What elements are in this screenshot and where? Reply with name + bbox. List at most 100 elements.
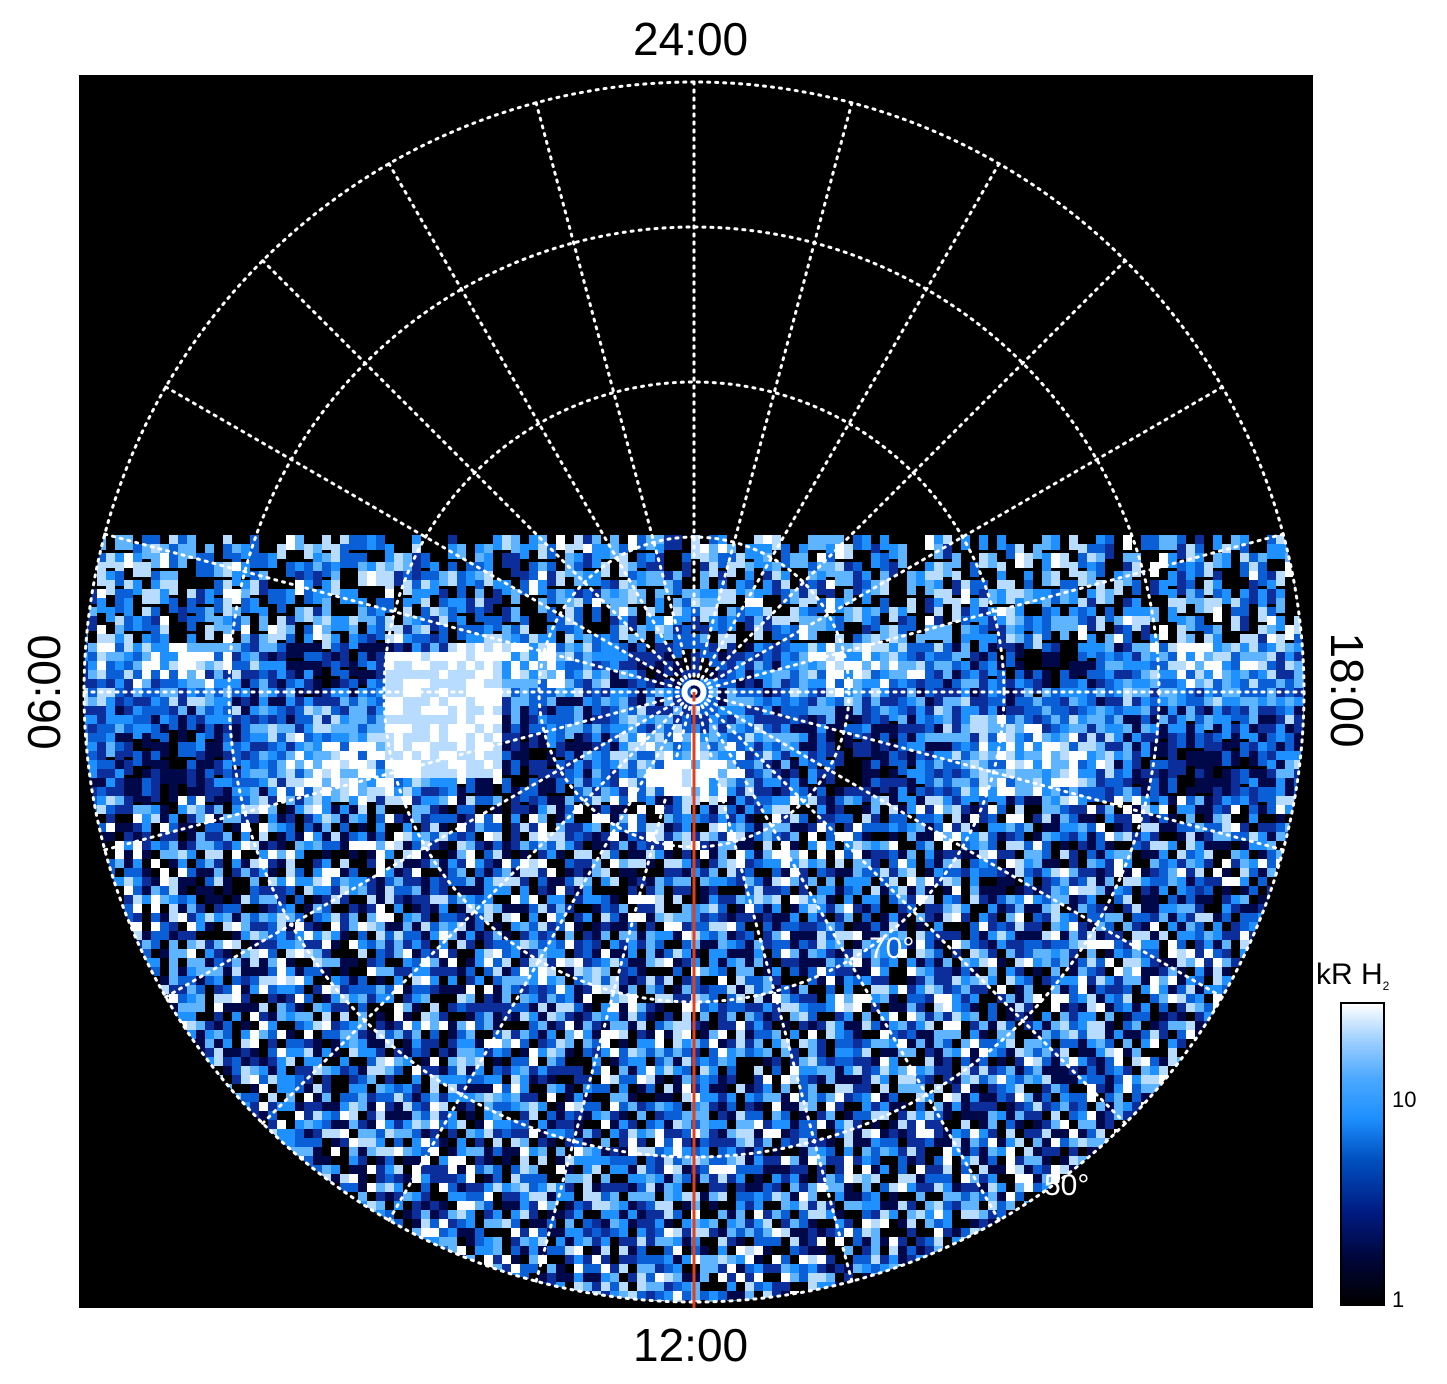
emission-cell — [1069, 769, 1078, 784]
emission-cell — [655, 625, 664, 640]
emission-cell — [817, 580, 826, 595]
emission-cell — [970, 679, 979, 694]
emission-cell — [511, 670, 520, 685]
emission-cell — [1060, 742, 1069, 757]
emission-cell — [403, 697, 412, 712]
emission-cell — [1249, 805, 1258, 814]
emission-cell — [1312, 562, 1313, 577]
emission-cell — [511, 922, 520, 931]
emission-cell — [637, 697, 646, 712]
emission-cell — [376, 832, 385, 841]
emission-cell — [844, 931, 853, 940]
emission-cell — [745, 580, 754, 595]
emission-cell — [430, 652, 439, 667]
emission-cell — [475, 625, 484, 640]
emission-cell — [808, 670, 817, 685]
emission-cell — [304, 904, 313, 913]
emission-cell — [223, 652, 232, 667]
emission-cell — [772, 616, 781, 631]
emission-cell — [313, 661, 322, 676]
emission-cell — [1051, 697, 1060, 712]
emission-cell — [1078, 832, 1087, 841]
emission-cell — [268, 589, 277, 604]
emission-cell — [385, 868, 394, 877]
emission-cell — [1132, 553, 1141, 568]
emission-cell — [106, 805, 115, 814]
emission-cell — [1015, 661, 1024, 676]
emission-cell — [1069, 796, 1078, 805]
emission-cell — [1213, 598, 1222, 613]
emission-cell — [1078, 643, 1087, 658]
emission-cell — [781, 643, 790, 658]
emission-cell — [1195, 553, 1204, 568]
emission-cell — [880, 940, 889, 949]
emission-cell — [871, 805, 880, 814]
emission-cell — [304, 544, 313, 559]
emission-cell — [628, 850, 637, 859]
emission-cell — [1150, 724, 1159, 739]
emission-cell — [781, 832, 790, 841]
emission-cell — [97, 742, 106, 757]
emission-cell — [916, 634, 925, 649]
emission-cell — [385, 553, 394, 568]
emission-cell — [358, 841, 367, 850]
emission-cell — [781, 823, 790, 832]
emission-cell — [1105, 769, 1114, 784]
emission-cell — [970, 895, 979, 904]
emission-cell — [997, 607, 1006, 622]
emission-cell — [1222, 859, 1231, 868]
emission-cell — [511, 634, 520, 649]
emission-cell — [349, 769, 358, 784]
emission-cell — [133, 652, 142, 667]
emission-cell — [367, 670, 376, 685]
emission-cell — [1222, 931, 1231, 940]
emission-cell — [979, 751, 988, 766]
emission-cell — [916, 697, 925, 712]
emission-cell — [1312, 751, 1313, 766]
emission-cell — [529, 652, 538, 667]
emission-cell — [1312, 598, 1313, 613]
emission-cell — [1204, 832, 1213, 841]
emission-cell — [205, 805, 214, 814]
emission-cell — [439, 886, 448, 895]
emission-cell — [1024, 742, 1033, 757]
emission-cell — [556, 724, 565, 739]
emission-cell — [934, 607, 943, 622]
emission-cell — [1015, 634, 1024, 649]
emission-cell — [1114, 697, 1123, 712]
emission-cell — [574, 688, 583, 703]
emission-cell — [412, 562, 421, 577]
emission-cell — [97, 553, 106, 568]
emission-cell — [799, 895, 808, 904]
emission-cell — [1033, 733, 1042, 748]
emission-cell — [1285, 679, 1294, 694]
emission-cell — [214, 895, 223, 904]
emission-cell — [358, 724, 367, 739]
emission-cell — [907, 652, 916, 667]
emission-cell — [430, 715, 439, 730]
emission-cell — [502, 931, 511, 940]
emission-cell — [286, 940, 295, 949]
emission-cell — [196, 706, 205, 721]
emission-cell — [871, 751, 880, 766]
emission-cell — [1024, 589, 1033, 604]
emission-cell — [790, 904, 799, 913]
emission-cell — [376, 787, 385, 802]
emission-cell — [1051, 589, 1060, 604]
emission-cell — [772, 670, 781, 685]
emission-cell — [1204, 661, 1213, 676]
emission-cell — [358, 787, 367, 802]
emission-cell — [1168, 904, 1177, 913]
emission-cell — [151, 841, 160, 850]
emission-cell — [880, 751, 889, 766]
emission-cell — [952, 850, 961, 859]
emission-cell — [1231, 931, 1240, 940]
emission-cell — [484, 679, 493, 694]
emission-cell — [169, 832, 178, 841]
emission-cell — [439, 868, 448, 877]
emission-cell — [142, 715, 151, 730]
emission-cell — [277, 751, 286, 766]
emission-cell — [151, 940, 160, 949]
emission-cell — [1141, 832, 1150, 841]
emission-cell — [961, 733, 970, 748]
